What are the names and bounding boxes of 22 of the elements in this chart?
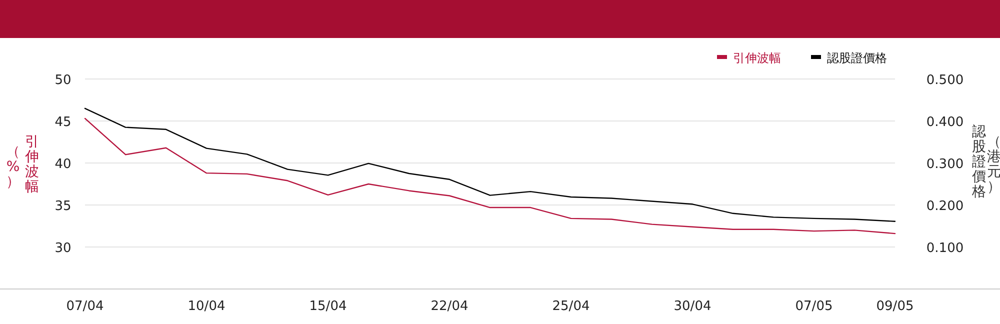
y2-tick-label: 0.400 xyxy=(926,115,964,130)
y-tick-label: 50 xyxy=(54,73,72,88)
y2-tick-label: 0.500 xyxy=(926,73,964,88)
y-tick-label: 45 xyxy=(54,115,72,130)
legend-label: 引伸波幅 xyxy=(733,51,781,65)
line-series xyxy=(84,118,896,234)
y-tick-label: 30 xyxy=(54,241,72,256)
legend-label: 認股證價格 xyxy=(827,51,887,65)
x-tick-label: 25/04 xyxy=(552,299,590,314)
x-tick-label: 09/05 xyxy=(876,299,914,314)
x-tick-label: 15/04 xyxy=(309,299,347,314)
y-tick-label: 35 xyxy=(54,199,72,214)
x-tick-label: 22/04 xyxy=(430,299,468,314)
x-tick-label: 07/04 xyxy=(66,299,104,314)
y2-tick-label: 0.200 xyxy=(926,199,964,214)
x-tick-label: 30/04 xyxy=(674,299,712,314)
line-series xyxy=(84,108,896,222)
x-tick-label: 07/05 xyxy=(795,299,833,314)
y-tick-label: 40 xyxy=(54,157,72,172)
y2-tick-label: 0.300 xyxy=(926,157,964,172)
y2-tick-label: 0.100 xyxy=(926,241,964,256)
x-tick-label: 10/04 xyxy=(188,299,226,314)
